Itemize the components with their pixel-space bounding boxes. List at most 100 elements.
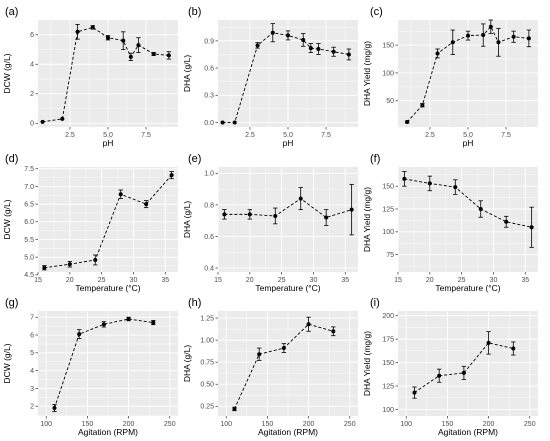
chart-6-y-tick-label: 150 <box>382 184 394 191</box>
chart-9-data-point <box>437 373 442 378</box>
chart-6-x-tick-label: 30 <box>490 277 498 284</box>
chart-4-data-point <box>144 202 149 207</box>
chart-6-data-point <box>402 176 407 181</box>
chart-5-y-tick-label: 0.8 <box>204 202 214 209</box>
chart-3-panel-letter: (c) <box>370 6 383 18</box>
chart-2-data-point <box>270 30 275 35</box>
chart-5-data-point <box>222 212 227 217</box>
chart-7-y-tick-label: 3 <box>30 386 34 393</box>
chart-4-y-tick-label: 5.0 <box>24 255 34 262</box>
chart-9-y-tick-label: 150 <box>382 360 394 367</box>
chart-3-y-tick-label: 150 <box>382 42 394 49</box>
chart-2-y-tick-label: 0.9 <box>204 38 214 45</box>
chart-6-series-line <box>404 178 532 228</box>
chart-3-x-tick-label: 5.0 <box>463 132 473 139</box>
chart-9-data-point <box>461 370 466 375</box>
chart-7-y-tick-label: 5 <box>30 350 34 357</box>
chart-6-y-tick-label: 75 <box>386 252 394 259</box>
chart-1-data-point <box>40 119 45 124</box>
chart-5-y-axis-title: DHA (g/L) <box>182 201 192 238</box>
chart-9-x-tick-label: 250 <box>524 421 536 428</box>
chart-7-x-tick-label: 100 <box>40 421 52 428</box>
chart-1-data-point <box>75 29 80 34</box>
chart-6-y-tick-label: 100 <box>382 229 394 236</box>
chart-6-data-point <box>427 181 432 186</box>
chart-9-panel-letter: (i) <box>370 297 380 309</box>
chart-6-data-point <box>504 219 509 224</box>
chart-9-y-tick-label: 100 <box>382 407 394 414</box>
chart-3-data-point <box>405 119 410 124</box>
chart-1-y-axis-title: DCW (g/L) <box>2 53 12 93</box>
chart-7-series-line <box>54 318 154 409</box>
chart-2: 2.5 5.0 7.5 0.0 0.3 0.6 0.9 pH DHA (g/L) (b) <box>182 6 358 148</box>
chart-1-data-point <box>128 54 133 59</box>
chart-3-data-point <box>435 51 440 56</box>
chart-7: 100 150 200 250 2 3 4 5 6 7 Agitation (RPM) DCW (g/… <box>2 297 178 437</box>
chart-2-x-tick-label: 2.5 <box>245 132 255 139</box>
chart-3-y-tick-label: 100 <box>382 70 394 77</box>
chart-5-plot-background <box>218 167 358 272</box>
chart-2-y-tick-label: 0.0 <box>204 120 214 127</box>
chart-4-plot-background <box>38 167 178 272</box>
chart-4-y-tick-label: 5.5 <box>24 237 34 244</box>
chart-4-x-tick-label: 20 <box>66 277 74 284</box>
chart-5-data-point <box>273 213 278 218</box>
chart-2-series-line <box>222 32 349 123</box>
chart-7-x-tick-label: 250 <box>164 421 176 428</box>
chart-4-data-point <box>67 262 72 267</box>
chart-5-data-point <box>349 207 354 212</box>
chart-4-data-point <box>118 192 123 197</box>
chart-7-y-axis-title: DCW (g/L) <box>2 343 12 383</box>
chart-5-x-axis-title: Temperature (°C) <box>255 283 320 293</box>
chart-6-panel-letter: (f) <box>370 153 380 165</box>
chart-9-data-point <box>511 346 516 351</box>
chart-5-data-point <box>298 196 303 201</box>
chart-1-data-point <box>106 35 110 40</box>
chart-8-y-tick-label: 0.75 <box>200 360 214 367</box>
chart-1-data-point <box>90 25 95 30</box>
chart-3-data-point <box>420 103 425 108</box>
chart-3-y-axis-title: DHA Yield (mg/g) <box>362 41 372 106</box>
chart-2-y-tick-label: 0.6 <box>204 65 214 72</box>
chart-3-data-point <box>450 40 455 45</box>
chart-5-panel-letter: (e) <box>188 153 201 165</box>
chart-5: 15 20 25 30 35 0.4 0.6 0.8 1.0 Temperature (°C) DH… <box>182 153 358 293</box>
chart-6-y-tick-label: 125 <box>382 206 394 213</box>
chart-2-data-point <box>316 47 321 52</box>
chart-8-x-tick-label: 250 <box>344 421 356 428</box>
chart-9-y-axis-title: DHA Yield (mg/g) <box>362 331 372 396</box>
chart-4-y-tick-label: 4.5 <box>24 272 34 279</box>
chart-1-data-point <box>60 116 65 121</box>
chart-6-plot-background <box>398 167 538 272</box>
chart-5-y-tick-label: 0.6 <box>204 234 214 241</box>
chart-4-data-point <box>93 257 98 262</box>
chart-2-data-point <box>301 37 306 42</box>
chart-8-panel-letter: (h) <box>188 297 201 309</box>
chart-8-x-axis-title: Agitation (RPM) <box>258 427 318 437</box>
chart-8-y-tick-label: 0.25 <box>200 404 214 411</box>
chart-5-y-tick-label: 0.4 <box>204 265 214 272</box>
chart-2-y-tick-label: 0.3 <box>204 93 214 100</box>
chart-8-data-point <box>306 322 311 327</box>
chart-6: 15 20 25 30 35 75 100 125 150 Temperature (°C) DHA… <box>362 153 538 293</box>
chart-4-x-axis-title: Temperature (°C) <box>75 283 140 293</box>
chart-2-x-tick-label: 5.0 <box>283 132 293 139</box>
chart-1-y-tick-label: 2 <box>30 91 34 98</box>
chart-7-panel-letter: (g) <box>5 297 18 309</box>
chart-6-x-tick-label: 25 <box>458 277 466 284</box>
chart-9-x-tick-label: 150 <box>442 421 454 428</box>
chart-4-panel-letter: (d) <box>5 153 18 165</box>
chart-9-y-tick-label: 200 <box>382 313 394 320</box>
chart-3: 2.5 5.0 7.5 50 100 150 pH DHA Yield (mg/g) (c) <box>362 6 538 148</box>
chart-1-y-tick-label: 0 <box>30 121 34 128</box>
chart-5-y-tick-label: 1.0 <box>204 171 214 178</box>
chart-5-data-point <box>247 212 252 217</box>
chart-8-data-point <box>331 329 336 334</box>
chart-7-y-tick-label: 2 <box>30 404 34 411</box>
chart-3-x-tick-label: 2.5 <box>425 132 435 139</box>
chart-5-x-tick-label: 15 <box>214 277 222 284</box>
chart-7-x-tick-label: 150 <box>82 421 94 428</box>
chart-1-data-point <box>166 53 171 58</box>
chart-7-data-point <box>77 332 82 337</box>
chart-2-data-point <box>346 52 351 57</box>
